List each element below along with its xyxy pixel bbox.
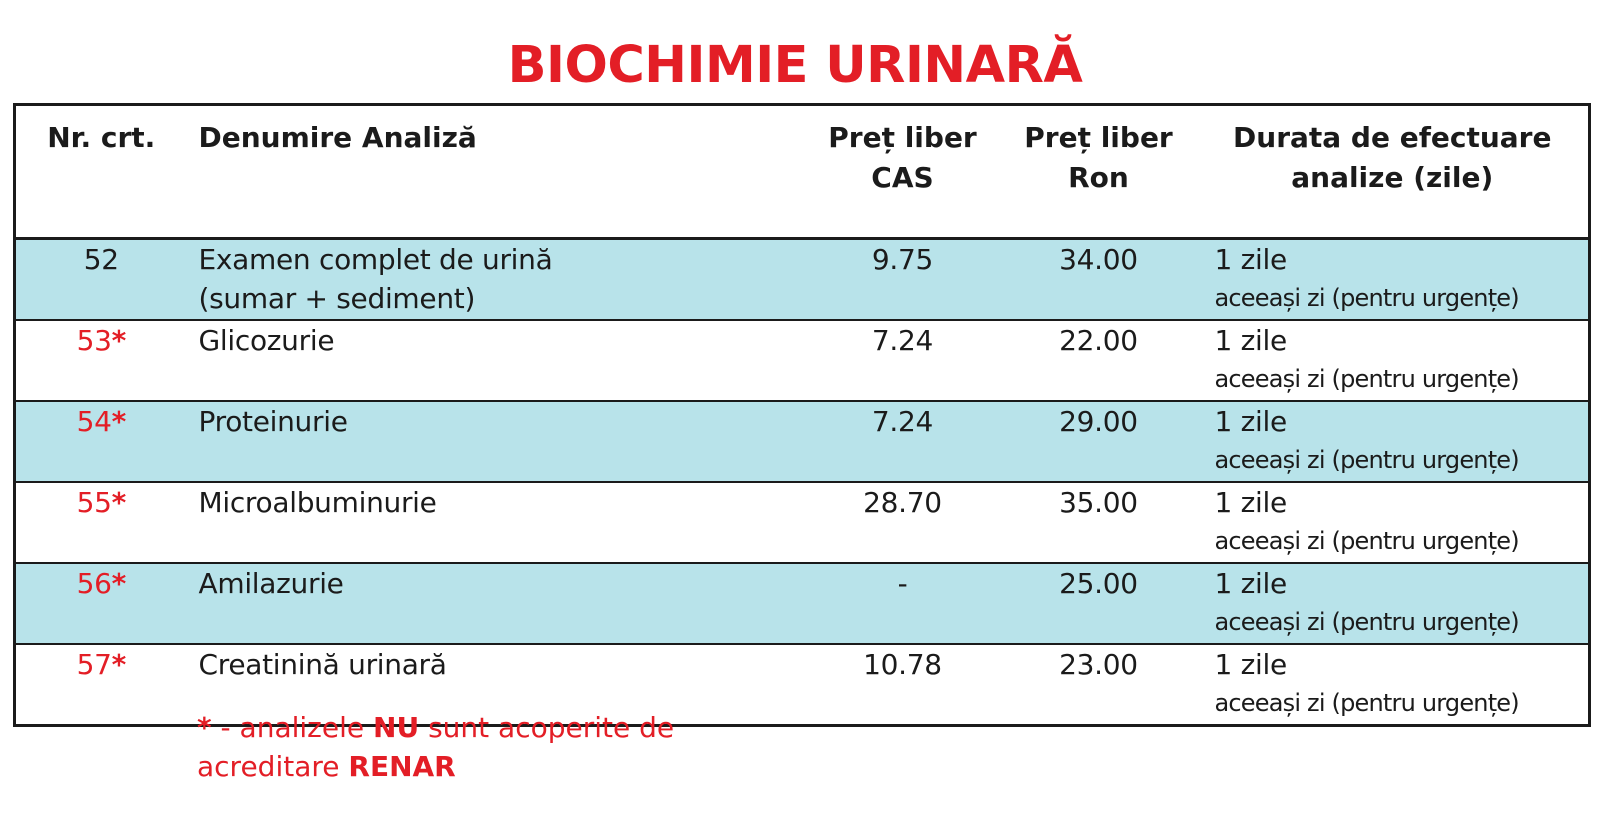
cell-price-ron: 34.00	[1000, 238, 1197, 321]
cell-name: Proteinurie	[186, 401, 805, 483]
row-star: *	[111, 486, 127, 519]
table-row: 56* Amilazurie - 25.00 1 zile aceeași zi …	[14, 563, 1590, 645]
duration-main: 1 zile	[1214, 486, 1288, 519]
duration-main: 1 zile	[1214, 324, 1288, 357]
cell-duration: 1 zile aceeași zi (pentru urgențe)	[1196, 238, 1590, 321]
row-number: 54	[76, 405, 112, 438]
footnote-star: *	[197, 711, 212, 744]
table-row: 54* Proteinurie 7.24 29.00 1 zile aceeași…	[14, 401, 1590, 483]
row-number: 53	[76, 324, 112, 357]
cell-price-cas: 9.75	[804, 238, 1001, 321]
header-dur-line1: Durata de efectuare	[1233, 121, 1552, 154]
cell-nr: 52	[14, 238, 187, 321]
header-name-label: Denumire Analiză	[198, 121, 477, 154]
duration-urgent: aceeași zi (pentru urgențe)	[1214, 284, 1520, 312]
footnote-nu: NU	[373, 711, 420, 744]
table-row: 53* Glicozurie 7.24 22.00 1 zile aceeași …	[14, 320, 1590, 402]
cell-price-cas: 28.70	[804, 482, 1001, 564]
header-nr-label: Nr. crt.	[47, 121, 156, 154]
cell-name: Microalbuminurie	[186, 482, 805, 564]
footnote-text-3: acreditare	[197, 750, 349, 783]
analysis-name: Glicozurie	[198, 324, 335, 357]
header-ron-line1: Preț liber	[1024, 121, 1173, 154]
footnote-renar: RENAR	[348, 750, 456, 783]
row-star: *	[111, 405, 127, 438]
cell-price-cas: -	[804, 563, 1001, 645]
analysis-name: Amilazurie	[198, 567, 344, 600]
cell-name: Glicozurie	[186, 320, 805, 402]
analysis-name: Microalbuminurie	[198, 486, 437, 519]
cell-price-ron: 29.00	[1000, 401, 1197, 483]
footnote-text-1: - analizele	[211, 711, 374, 744]
table-row: 55* Microalbuminurie 28.70 35.00 1 zile a…	[14, 482, 1590, 564]
cell-duration: 1 zile aceeași zi (pentru urgențe)	[1197, 644, 1590, 726]
duration-urgent: aceeași zi (pentru urgențe)	[1214, 608, 1520, 636]
header-cas-line1: Preț liber	[828, 121, 977, 154]
duration-urgent: aceeași zi (pentru urgențe)	[1214, 689, 1520, 717]
header-pret-ron: Preț liber Ron	[1000, 104, 1197, 240]
table-row: 57* Creatinină urinară 10.78 23.00 1 zil…	[15, 644, 1590, 726]
header-dur-line2: analize (zile)	[1291, 161, 1494, 194]
table-body: 52 Examen complet de urină (sumar + sedim…	[14, 238, 1590, 726]
cell-price-ron: 22.00	[1000, 320, 1197, 402]
cell-price-ron: 25.00	[1000, 563, 1197, 645]
duration-urgent: aceeași zi (pentru urgențe)	[1214, 446, 1520, 474]
duration-urgent: aceeași zi (pentru urgențe)	[1214, 365, 1520, 393]
row-star: *	[111, 324, 127, 357]
header-pret-cas: Preț liber CAS	[804, 104, 1001, 240]
header-row: Nr. crt. Denumire Analiză Preț liber CAS…	[14, 104, 1590, 240]
page-title: BIOCHIMIE URINARĂ	[507, 36, 1083, 95]
cell-price-ron: 23.00	[1059, 648, 1138, 681]
cell-price-ron: 35.00	[1000, 482, 1197, 564]
header-ron-line2: Ron	[1068, 161, 1129, 194]
header-denumire: Denumire Analiză	[186, 104, 805, 240]
duration-main: 1 zile	[1214, 405, 1288, 438]
accreditation-footnote: * - analizele NU sunt acoperite de acred…	[197, 708, 757, 786]
cell-price-cas: 7.24	[804, 320, 1001, 402]
cell-duration: 1 zile aceeași zi (pentru urgențe)	[1196, 320, 1590, 402]
analysis-name: Proteinurie	[198, 405, 348, 438]
analysis-name: Creatinină urinară	[198, 648, 447, 681]
row-star: *	[111, 648, 127, 681]
cell-duration: 1 zile aceeași zi (pentru urgențe)	[1196, 563, 1590, 645]
cell-duration: 1 zile aceeași zi (pentru urgențe)	[1196, 482, 1590, 564]
table-header: Nr. crt. Denumire Analiză Preț liber CAS…	[14, 104, 1590, 240]
row-number: 57	[76, 648, 112, 681]
cell-name: Amilazurie	[186, 563, 805, 645]
duration-main: 1 zile	[1214, 243, 1288, 276]
header-nr-crt: Nr. crt.	[14, 104, 187, 240]
row-number: 55	[76, 486, 112, 519]
header-durata: Durata de efectuare analize (zile)	[1196, 104, 1590, 240]
footnote-text-2: sunt acoperite de	[419, 711, 675, 744]
cell-price-cas: 10.78	[863, 648, 942, 681]
cell-duration: 1 zile aceeași zi (pentru urgențe)	[1196, 401, 1590, 483]
analysis-name-detail: (sumar + sediment)	[198, 282, 476, 315]
duration-main: 1 zile	[1214, 567, 1288, 600]
cell-nr: 56*	[14, 563, 187, 645]
cell-price-cas: 7.24	[804, 401, 1001, 483]
cell-nr: 55*	[14, 482, 187, 564]
row-number: 56	[76, 567, 112, 600]
analysis-name: Examen complet de urină	[198, 243, 553, 276]
row-star: *	[111, 567, 127, 600]
cell-name: Creatinină urinară	[187, 644, 805, 726]
duration-urgent: aceeași zi (pentru urgențe)	[1214, 527, 1520, 555]
cell-nr: 54*	[14, 401, 187, 483]
duration-main: 1 zile	[1214, 648, 1288, 681]
cell-nr: 57*	[15, 644, 187, 726]
table-row: 52 Examen complet de urină (sumar + sedim…	[14, 238, 1590, 321]
analysis-price-table: Nr. crt. Denumire Analiză Preț liber CAS…	[13, 103, 1591, 727]
cell-name: Examen complet de urină (sumar + sediment…	[186, 238, 805, 321]
header-cas-line2: CAS	[871, 161, 934, 194]
row-number: 52	[83, 243, 119, 276]
cell-nr: 53*	[14, 320, 187, 402]
